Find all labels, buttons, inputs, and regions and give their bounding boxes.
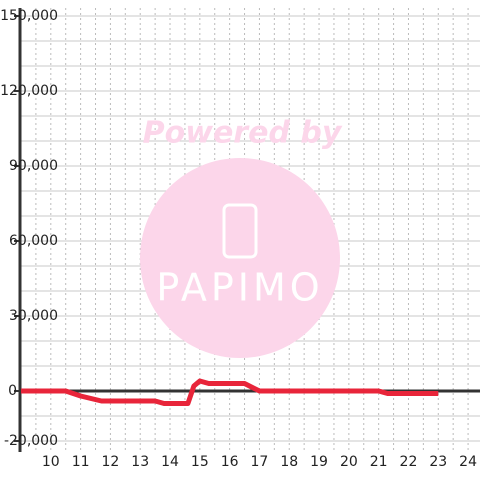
x-tick-label: 20 [340,454,358,470]
x-tick-label: 22 [400,454,418,470]
x-tick-label: 21 [370,454,388,470]
watermark-phone [222,203,258,259]
watermark-text: Powered by [143,116,343,151]
plot: -20,000 0 30,000 60,000 90,000 120,000 150,000… [0,8,480,470]
x-tick-label: 17 [251,454,269,470]
x-tick-label: 23 [429,454,447,470]
line-series [21,378,439,406]
y-tick-label: 150,000 [0,8,58,24]
watermark-logo: PAPIMO [156,266,323,310]
x-tick-label: 24 [459,454,477,470]
x-tick-label: 14 [161,454,179,470]
x-tick-label: 15 [191,454,209,470]
x-tick-label: 12 [102,454,120,470]
y-tick-label: -20,000 [4,433,58,449]
y-tick-label: 60,000 [9,233,58,249]
x-tick-label: 16 [221,454,239,470]
x-tick-label: 19 [310,454,328,470]
y-tick-label: 30,000 [9,308,58,324]
x-tick-label: 13 [131,454,149,470]
x-tick-label: 11 [72,454,90,470]
y-tick-label: 90,000 [9,158,58,174]
y-tick-label: 120,000 [0,83,58,99]
x-tick-label: 10 [42,454,60,470]
x-tick-label: 18 [280,454,298,470]
y-tick-label: 0 [8,383,17,399]
